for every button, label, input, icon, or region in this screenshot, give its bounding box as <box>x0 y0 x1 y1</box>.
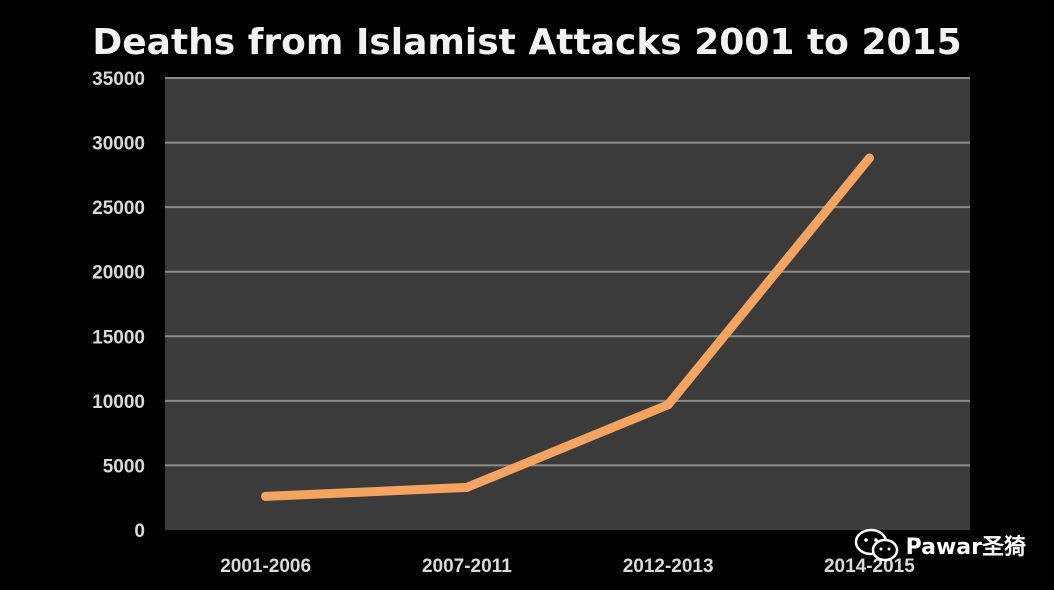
data-point <box>663 400 673 410</box>
y-tick-label: 5000 <box>103 456 145 477</box>
wechat-icon <box>854 528 898 562</box>
data-point <box>462 482 472 492</box>
data-point <box>864 153 874 163</box>
watermark-text: Pawar圣猗 <box>905 535 1026 560</box>
y-axis-tick-labels: 0 5000 10000 15000 20000 25000 30000 35000 <box>92 69 145 542</box>
y-tick-label: 35000 <box>92 69 145 90</box>
gridlines <box>165 77 970 467</box>
series-line <box>261 153 874 501</box>
x-tick-label: 2012-2013 <box>623 556 714 577</box>
watermark: Pawar圣猗 <box>854 528 1026 562</box>
x-tick-label: 2001-2006 <box>220 556 311 577</box>
series-group <box>261 153 874 501</box>
y-tick-label: 15000 <box>92 327 145 348</box>
data-point <box>261 491 271 501</box>
plot-area <box>165 78 970 530</box>
y-tick-label: 20000 <box>92 263 145 284</box>
y-tick-label: 30000 <box>92 134 145 155</box>
x-tick-label: 2014-2015 <box>824 556 915 577</box>
x-axis-tick-labels: 2001-2006 2007-2011 2012-2013 2014-2015 <box>220 556 915 577</box>
y-tick-label: 25000 <box>92 198 145 219</box>
y-tick-label: 10000 <box>92 392 145 413</box>
y-tick-label: 0 <box>134 521 145 542</box>
chart-title: Deaths from Islamist Attacks 2001 to 201… <box>92 22 961 63</box>
x-tick-label: 2007-2011 <box>422 556 512 577</box>
